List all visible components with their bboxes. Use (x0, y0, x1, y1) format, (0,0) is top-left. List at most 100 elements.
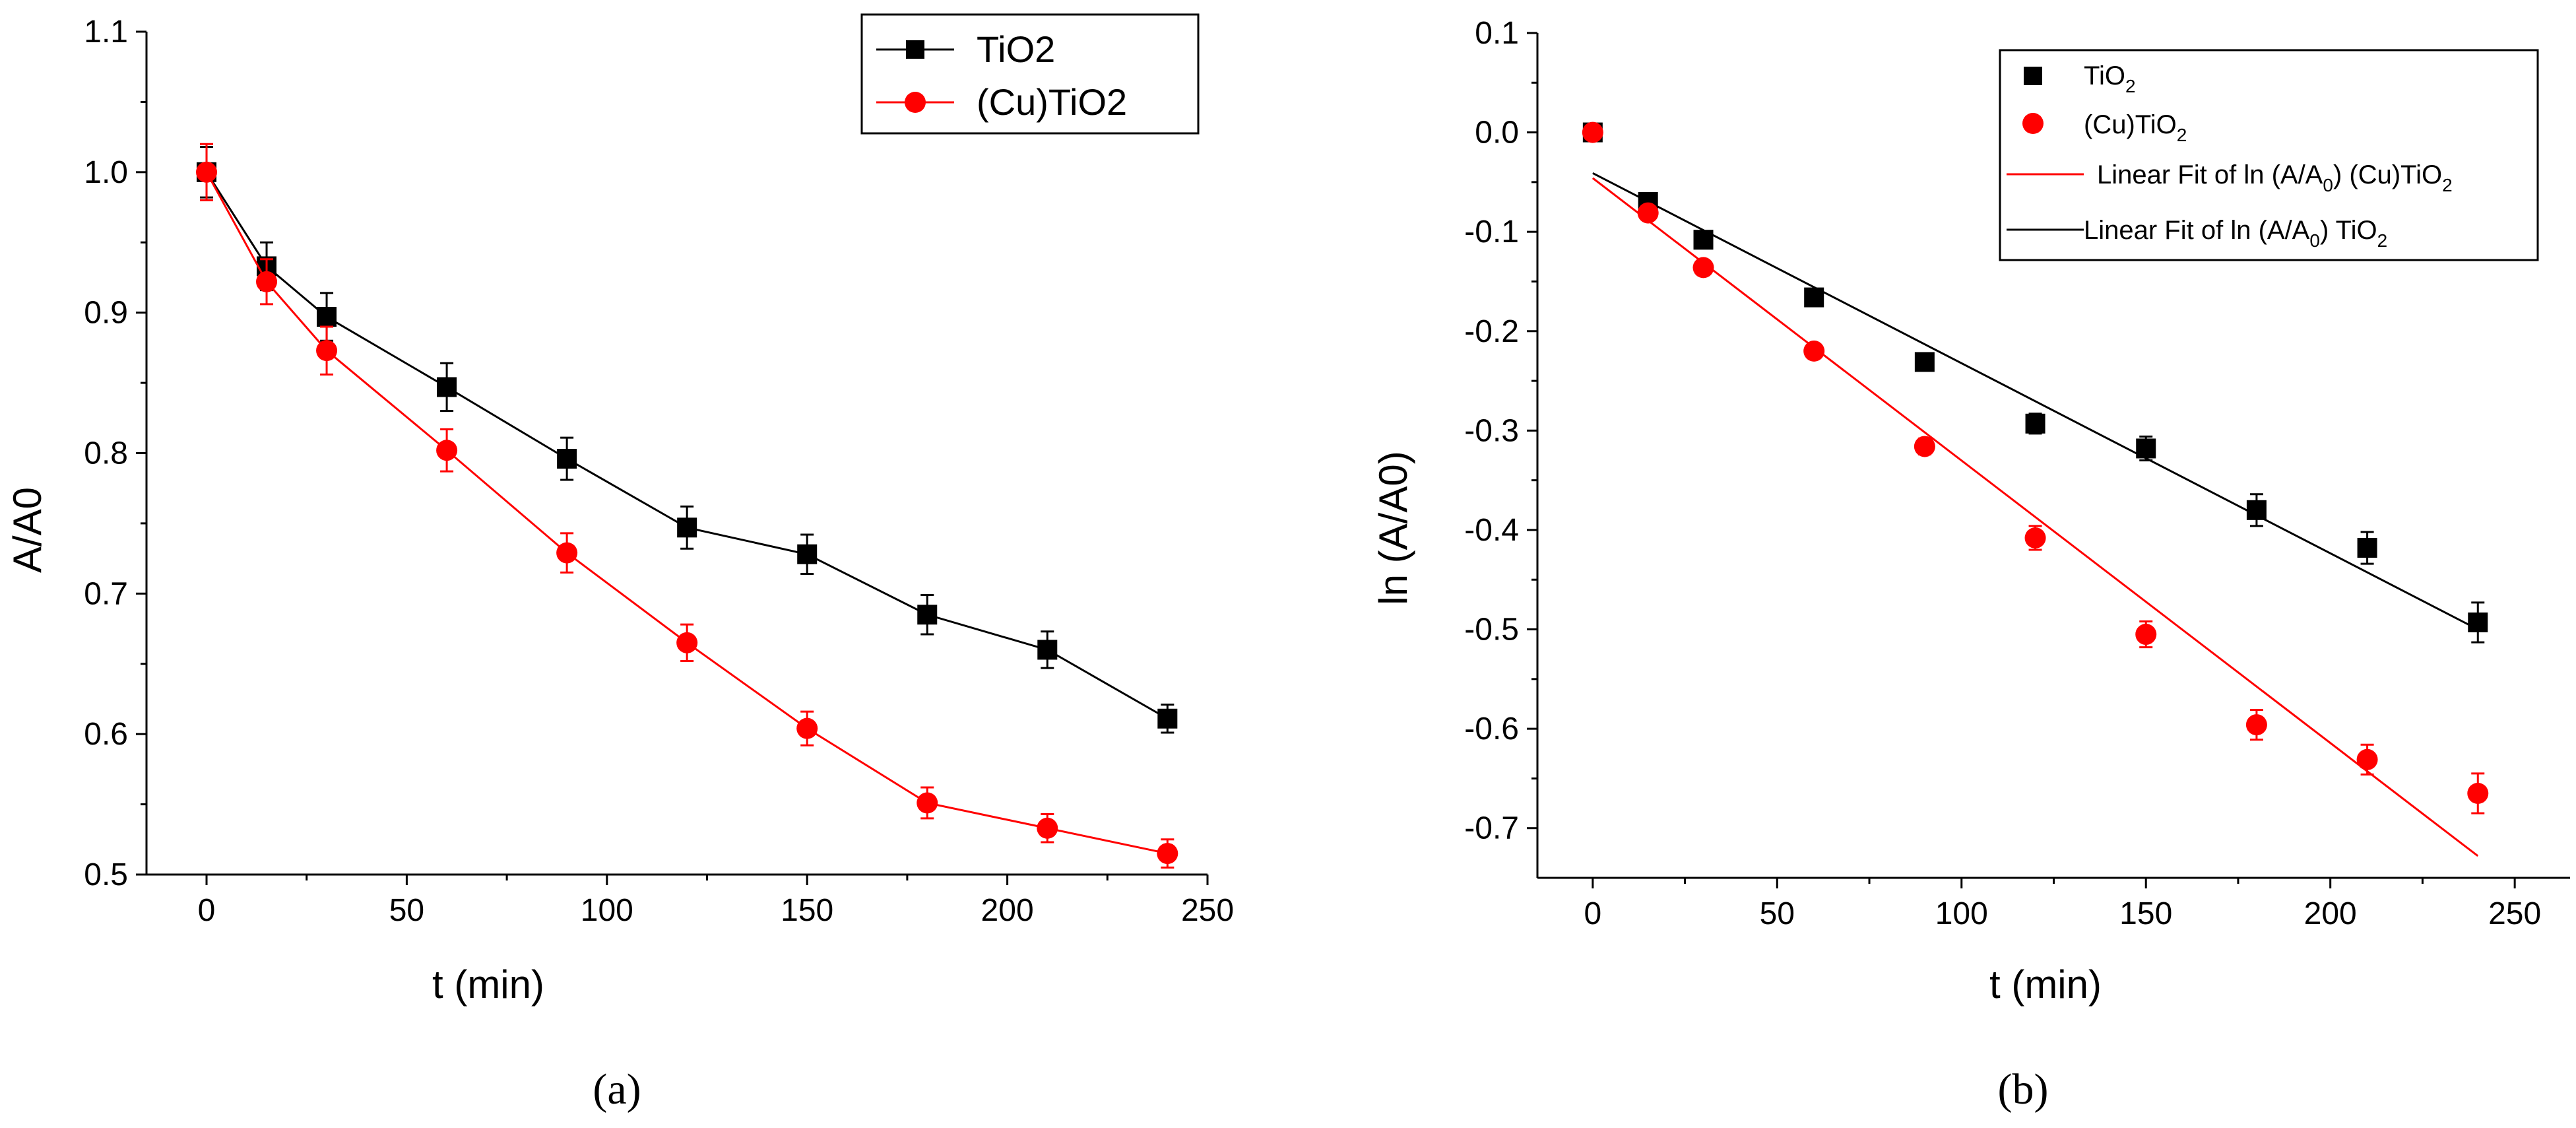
data-point-b-s1-1 (1637, 202, 1659, 224)
y-tick-label-b-6: -0.1 (1464, 215, 1519, 249)
y-tick-label-a-2: 0.7 (84, 576, 128, 611)
legend-b-fit-cu-sub2: 2 (2442, 175, 2453, 195)
legend-b-tio2-label: TiO2 (2084, 61, 2136, 96)
x-tick-label-a-3: 150 (781, 893, 833, 928)
data-point-a-s0-4 (557, 449, 577, 469)
fit-line-b-1 (1592, 172, 2478, 630)
data-point-b-s1-5 (2024, 527, 2046, 548)
x-tick-label-b-5: 250 (2488, 896, 2541, 931)
data-point-a-s1-1 (256, 271, 278, 292)
data-point-b-s1-9 (2467, 783, 2489, 804)
x-tick-label-a-1: 50 (389, 893, 424, 928)
y-tick-label-a-5: 1.0 (84, 155, 128, 190)
y-tick-label-a-3: 0.8 (84, 436, 128, 471)
data-point-a-s0-8 (1037, 640, 1058, 660)
x-tick-label-a-4: 200 (981, 893, 1034, 928)
data-point-b-s0-3 (1804, 287, 1824, 308)
y-tick-label-b-1: -0.6 (1464, 712, 1519, 746)
x-tick-label-a-5: 250 (1181, 893, 1234, 928)
legend-a-cutio2-marker (905, 92, 926, 113)
legend-b-fit-cu-text2: ) (Cu)TiO (2333, 160, 2442, 189)
chart-panel-a: 0 50 100 150 200 250 0.5 0.6 0.7 0.8 0.9 1.0 1.1 t (… (5, 13, 1234, 1113)
x-tick-label-b-0: 0 (1584, 896, 1601, 931)
x-tick-label-b-3: 150 (2119, 896, 2172, 931)
legend-a-tio2-marker (906, 40, 924, 59)
data-point-a-s1-4 (556, 542, 578, 564)
data-point-a-s0-9 (1157, 708, 1178, 729)
panel-label-a: (a) (593, 1065, 641, 1113)
data-point-b-s1-2 (1692, 257, 1714, 279)
legend-a-tio2-label: TiO2 (977, 28, 1055, 70)
legend-a: TiO2 (Cu)TiO2 (860, 13, 1200, 135)
x-axis-label-a: t (min) (432, 962, 544, 1007)
x-tick-label-b-1: 50 (1760, 896, 1795, 931)
series-line-a-s1 (205, 172, 1168, 855)
x-tick-label-b-4: 200 (2304, 896, 2357, 931)
data-point-b-s1-8 (2356, 748, 2378, 770)
chart-panel-b: 0 50 100 150 200 250-0.7-0.6-0.5-0.4-0.3-0.2-… (1371, 16, 2570, 1113)
x-tick-label-a-2: 100 (581, 893, 633, 928)
data-point-a-s0-6 (797, 544, 818, 564)
data-point-a-s0-7 (917, 605, 938, 625)
y-tick-label-b-2: -0.5 (1464, 613, 1519, 647)
data-point-b-s1-3 (1803, 340, 1825, 362)
fit-line-b-0 (1592, 177, 2479, 857)
legend-b-cutio2-label: (Cu)TiO2 (2084, 110, 2187, 145)
data-point-b-s0-2 (1693, 230, 1714, 250)
y-axis-label-a: A/A0 (5, 487, 49, 573)
legend-a-frame (860, 13, 1200, 135)
legend-b-fit-cu-text1: Linear Fit of ln (A/A (2097, 160, 2323, 189)
data-point-a-s1-3 (436, 440, 458, 461)
y-tick-label-b-4: -0.3 (1464, 413, 1519, 448)
y-tick-label-a-6: 1.1 (84, 15, 128, 50)
legend-b-cutio2-marker (2022, 113, 2044, 134)
data-point-a-s1-0 (196, 161, 218, 183)
legend-b-fit-ti-sub0: 0 (2309, 230, 2320, 251)
x-axis-label-b: t (min) (1989, 962, 2102, 1007)
y-tick-label-b-8: 0.1 (1475, 16, 1519, 51)
series-line-a-s0 (205, 172, 1169, 720)
data-point-a-s0-3 (437, 377, 457, 397)
data-point-a-s1-5 (676, 632, 698, 653)
data-point-a-s0-5 (677, 517, 697, 538)
y-tick-label-b-0: -0.7 (1464, 811, 1519, 846)
data-point-a-s0-2 (317, 307, 337, 327)
data-point-b-s0-6 (2136, 438, 2156, 459)
data-point-a-s1-7 (917, 792, 938, 814)
y-tick-label-a-0: 0.5 (84, 857, 128, 892)
legend-b-cutio2-text: (Cu)TiO (2084, 110, 2177, 139)
legend-b-fit-cu-sub0: 0 (2323, 175, 2333, 195)
data-point-b-s1-6 (2135, 624, 2157, 646)
legend-b-frame (1999, 49, 2539, 261)
data-point-b-s1-0 (1582, 121, 1603, 143)
data-point-a-s1-9 (1157, 843, 1178, 865)
data-point-a-s1-8 (1037, 817, 1058, 839)
data-point-b-s0-4 (1914, 352, 1935, 372)
legend-b-tio2-sub: 2 (2125, 76, 2136, 96)
y-tick-label-b-7: 0.0 (1475, 116, 1519, 150)
legend-b-fit-ti-text2: ) TiO (2320, 216, 2377, 245)
legend-b-fit-ti-text1: Linear Fit of ln (A/A (2084, 216, 2310, 245)
y-axis-label-b: ln (A/A0) (1371, 451, 1415, 605)
data-point-b-s0-5 (2025, 413, 2045, 434)
legend-a-cutio2-label: (Cu)TiO2 (977, 81, 1127, 123)
data-point-b-s1-4 (1914, 436, 1935, 457)
y-tick-label-b-5: -0.2 (1464, 314, 1519, 349)
data-point-b-s0-8 (2357, 538, 2377, 558)
legend-b-cutio2-sub: 2 (2177, 125, 2187, 145)
x-tick-label-a-0: 0 (198, 893, 216, 928)
legend-b-fit-ti-label: Linear Fit of ln (A/A0) TiO2 (2084, 216, 2387, 251)
legend-b-fit-cu-label: Linear Fit of ln (A/A0) (Cu)TiO2 (2097, 160, 2453, 195)
x-tick-label-b-2: 100 (1935, 896, 1988, 931)
legend-b-tio2-text: TiO (2084, 61, 2125, 90)
legend-b-tio2-marker (2024, 67, 2042, 85)
data-point-b-s1-7 (2245, 714, 2267, 736)
legend-b-fit-ti-sub2: 2 (2377, 230, 2388, 251)
y-tick-label-b-3: -0.4 (1464, 513, 1519, 548)
y-tick-label-a-4: 0.9 (84, 296, 128, 331)
legend-b: TiO2 (Cu)TiO2 Linear Fit of ln (A/A0) (C… (1999, 49, 2539, 261)
data-point-b-s0-7 (2246, 500, 2267, 520)
data-point-a-s1-6 (796, 717, 818, 739)
data-point-a-s1-2 (316, 340, 338, 362)
